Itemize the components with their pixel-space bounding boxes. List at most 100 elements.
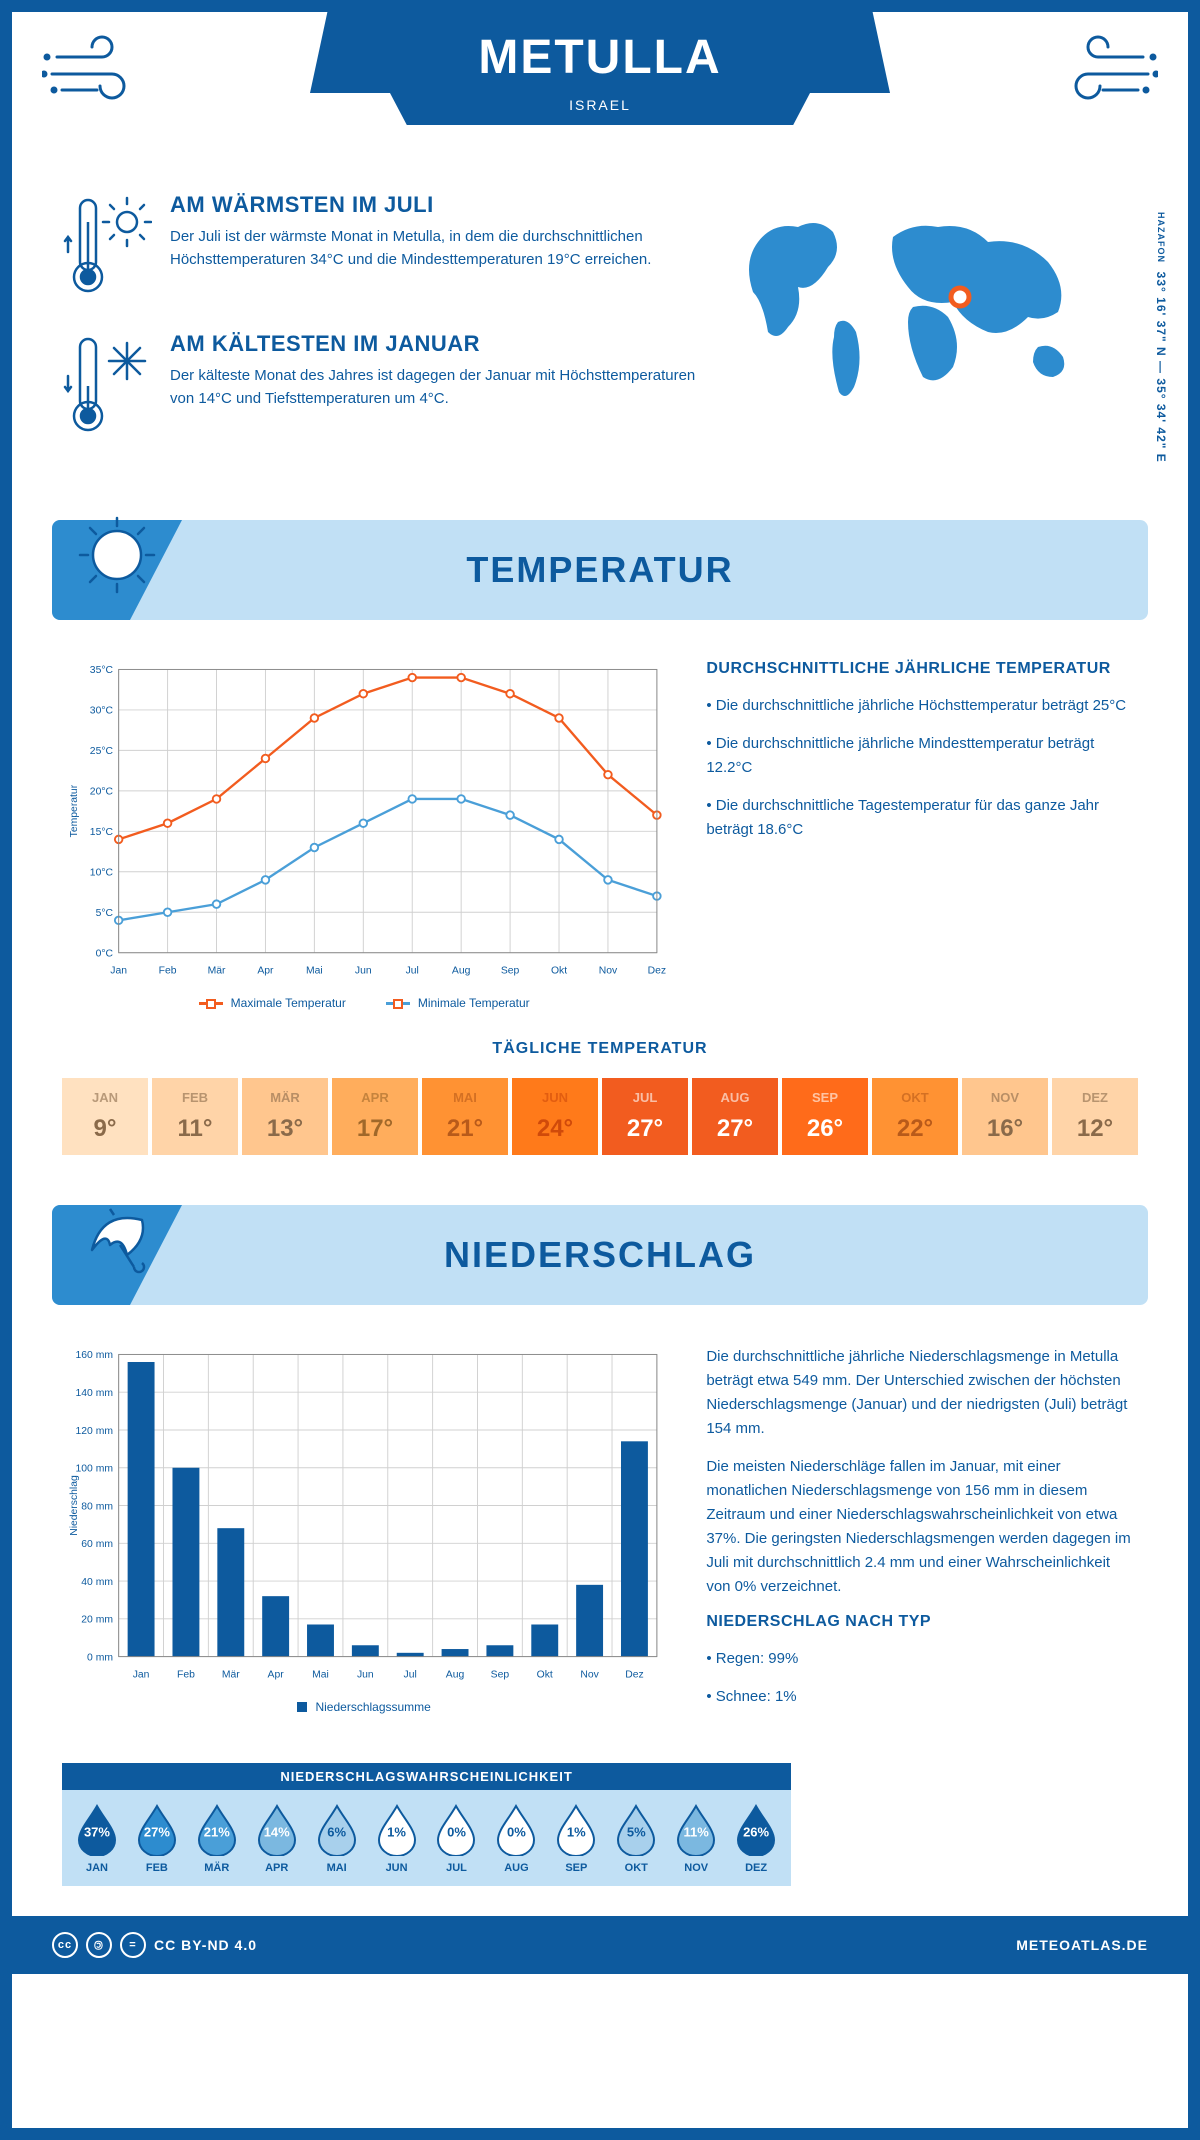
probability-drop: 21%MÄR — [188, 1802, 246, 1874]
probability-drop: 5%OKT — [607, 1802, 665, 1874]
probability-drop: 1%JUN — [368, 1802, 426, 1874]
temp-cell: SEP26° — [782, 1078, 868, 1155]
svg-text:140 mm: 140 mm — [76, 1388, 113, 1399]
header: METULLA ISRAEL — [12, 12, 1188, 172]
sun-icon — [72, 510, 162, 605]
svg-text:100 mm: 100 mm — [76, 1464, 113, 1475]
temp-cell: MAI21° — [422, 1078, 508, 1155]
thermometer-sun-icon — [62, 192, 152, 307]
temp-cell: JAN9° — [62, 1078, 148, 1155]
svg-text:20 mm: 20 mm — [81, 1615, 113, 1626]
svg-text:Mai: Mai — [312, 1669, 329, 1680]
precipitation-probability: NIEDERSCHLAGSWAHRSCHEINLICHKEIT 37%JAN27… — [62, 1763, 791, 1886]
footer: cc 🄯 = CC BY-ND 4.0 METEOATLAS.DE — [12, 1916, 1188, 1974]
svg-text:Mär: Mär — [222, 1669, 240, 1680]
svg-text:Mai: Mai — [306, 965, 323, 976]
by-icon: 🄯 — [86, 1932, 112, 1958]
svg-text:Jun: Jun — [355, 965, 372, 976]
temperature-title: TEMPERATUR — [466, 549, 733, 591]
svg-text:80 mm: 80 mm — [81, 1501, 113, 1512]
temp-cell: APR17° — [332, 1078, 418, 1155]
probability-drop: 27%FEB — [128, 1802, 186, 1874]
coordinates: HAZAFON 33° 16' 37" N — 35° 34' 42" E — [1154, 212, 1168, 463]
svg-text:Nov: Nov — [599, 965, 618, 976]
warmest-title: AM WÄRMSTEN IM JULI — [170, 192, 698, 218]
svg-text:Jul: Jul — [406, 965, 419, 976]
temperature-chart: 0°C5°C10°C15°C20°C25°C30°C35°CJanFebMärA… — [62, 660, 666, 1010]
umbrella-icon — [72, 1195, 162, 1290]
probability-drop: 6%MAI — [308, 1802, 366, 1874]
intro-section: AM WÄRMSTEN IM JULI Der Juli ist der wär… — [12, 172, 1188, 500]
svg-text:Feb: Feb — [177, 1669, 195, 1680]
precipitation-title: NIEDERSCHLAG — [444, 1234, 756, 1276]
svg-text:Jan: Jan — [110, 965, 127, 976]
thermometer-snow-icon — [62, 331, 152, 446]
license: cc 🄯 = CC BY-ND 4.0 — [52, 1932, 257, 1958]
svg-text:0 mm: 0 mm — [87, 1652, 113, 1663]
chart-legend: .legend-swatch:nth-child(1)::after{borde… — [62, 996, 666, 1010]
precipitation-content: 0 mm 20 mm 40 mm 60 mm 80 mm 100 mm 120 mm 140 … — [12, 1325, 1188, 1743]
svg-text:35°C: 35°C — [90, 665, 114, 676]
svg-text:Jan: Jan — [133, 1669, 150, 1680]
svg-text:Mär: Mär — [208, 965, 226, 976]
svg-text:Apr: Apr — [257, 965, 274, 976]
temp-cell: DEZ12° — [1052, 1078, 1138, 1155]
svg-text:5°C: 5°C — [96, 908, 114, 919]
svg-text:Apr: Apr — [268, 1669, 285, 1680]
site-name: METEOATLAS.DE — [1016, 1937, 1148, 1953]
temp-cell: NOV16° — [962, 1078, 1048, 1155]
city-title: METULLA — [310, 30, 890, 85]
svg-text:20°C: 20°C — [90, 787, 114, 798]
probability-drop: 26%DEZ — [727, 1802, 785, 1874]
temp-cell: FEB11° — [152, 1078, 238, 1155]
wind-icon — [1048, 32, 1158, 117]
cc-icon: cc — [52, 1932, 78, 1958]
svg-text:Okt: Okt — [551, 965, 567, 976]
svg-text:Okt: Okt — [537, 1669, 553, 1680]
svg-text:120 mm: 120 mm — [76, 1426, 113, 1437]
chart-legend: Niederschlagssumme — [62, 1700, 666, 1714]
coldest-text: Der kälteste Monat des Jahres ist dagege… — [170, 365, 698, 410]
svg-text:60 mm: 60 mm — [81, 1539, 113, 1550]
svg-text:30°C: 30°C — [90, 706, 114, 717]
probability-drop: 37%JAN — [68, 1802, 126, 1874]
precipitation-chart: 0 mm 20 mm 40 mm 60 mm 80 mm 100 mm 120 mm 140 … — [62, 1345, 666, 1723]
precipitation-text: Die durchschnittliche jährliche Niedersc… — [706, 1345, 1138, 1723]
svg-text:Sep: Sep — [501, 965, 520, 976]
warmest-text: Der Juli ist der wärmste Monat in Metull… — [170, 226, 698, 271]
probability-drop: 1%SEP — [547, 1802, 605, 1874]
probability-drop: 14%APR — [248, 1802, 306, 1874]
svg-text:10°C: 10°C — [90, 868, 114, 879]
svg-text:40 mm: 40 mm — [81, 1577, 113, 1588]
svg-text:Temperatur: Temperatur — [69, 784, 80, 837]
svg-text:Jul: Jul — [404, 1669, 417, 1680]
svg-text:Jun: Jun — [357, 1669, 374, 1680]
temperature-section-header: TEMPERATUR — [52, 520, 1148, 620]
svg-text:Aug: Aug — [446, 1669, 465, 1680]
temp-cell: MÄR13° — [242, 1078, 328, 1155]
country-subtitle: ISRAEL — [569, 97, 631, 113]
svg-text:15°C: 15°C — [90, 827, 114, 838]
temperature-text: DURCHSCHNITTLICHE JÄHRLICHE TEMPERATUR •… — [706, 660, 1138, 1010]
coldest-title: AM KÄLTESTEN IM JANUAR — [170, 331, 698, 357]
svg-text:Feb: Feb — [159, 965, 177, 976]
coldest-block: AM KÄLTESTEN IM JANUAR Der kälteste Mona… — [62, 331, 698, 446]
temperature-content: 0°C5°C10°C15°C20°C25°C30°C35°CJanFebMärA… — [12, 640, 1188, 1030]
probability-drop: 11%NOV — [667, 1802, 725, 1874]
svg-text:Dez: Dez — [648, 965, 666, 976]
temp-cell: JUN24° — [512, 1078, 598, 1155]
svg-text:25°C: 25°C — [90, 746, 114, 757]
temp-cell: OKT22° — [872, 1078, 958, 1155]
svg-text:Dez: Dez — [625, 1669, 643, 1680]
svg-text:Aug: Aug — [452, 965, 471, 976]
page-frame: METULLA ISRAEL AM WÄRMSTEN IM JULI Der J… — [0, 0, 1200, 2140]
svg-text:160 mm: 160 mm — [76, 1350, 113, 1361]
svg-text:Sep: Sep — [491, 1669, 510, 1680]
warmest-block: AM WÄRMSTEN IM JULI Der Juli ist der wär… — [62, 192, 698, 307]
wind-icon — [42, 32, 152, 117]
svg-text:Nov: Nov — [580, 1669, 599, 1680]
daily-temperature: TÄGLICHE TEMPERATUR JAN9°FEB11°MÄR13°APR… — [12, 1030, 1188, 1185]
temp-cell: AUG27° — [692, 1078, 778, 1155]
temp-cell: JUL27° — [602, 1078, 688, 1155]
title-banner: METULLA ISRAEL — [310, 12, 890, 125]
